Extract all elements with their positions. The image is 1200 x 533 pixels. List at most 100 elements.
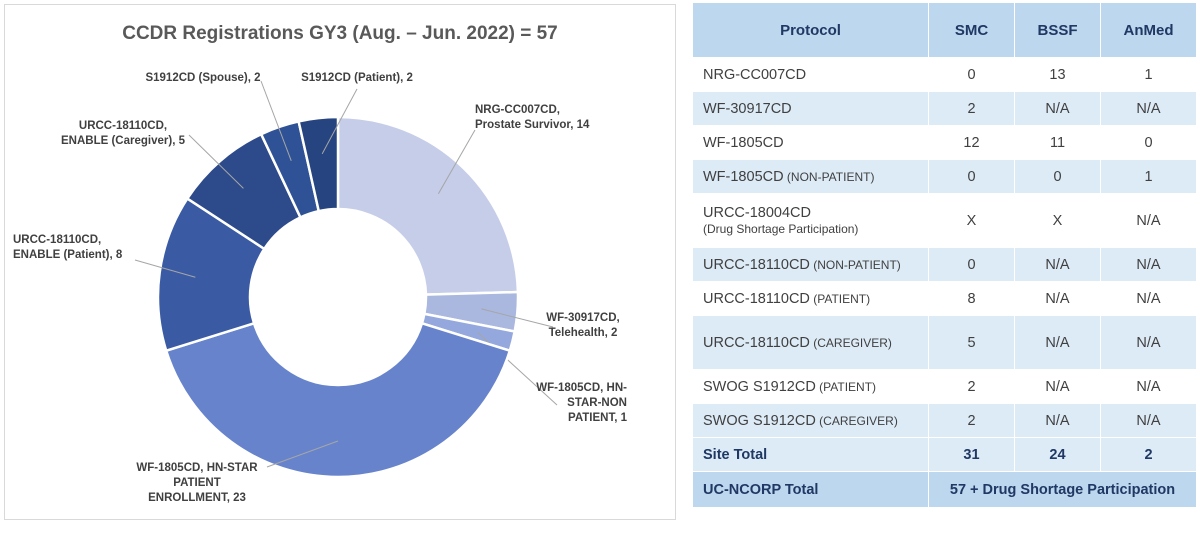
table-body: NRG-CC007CD 0 13 1 WF-30917CD 2 N/A N/A WF-1805C…: [692, 57, 1197, 508]
cell-anmed: N/A: [1100, 193, 1197, 248]
protocol-qualifier: (PATIENT): [815, 379, 877, 394]
cell-bssf: N/A: [1014, 281, 1101, 316]
protocol-name: WF-30917CD: [703, 100, 792, 117]
slice-data-label: WF-1805CD, HN- STAR-NON PATIENT, 1: [536, 382, 627, 424]
slice-label-line: Telehealth, 2: [549, 327, 618, 339]
slice-label-line: PATIENT: [173, 477, 221, 489]
donut-slice: [156, 196, 267, 353]
cell-anmed: 1: [1100, 57, 1197, 92]
cell-smc: 2: [928, 369, 1015, 404]
protocol-qualifier: (CAREGIVER): [815, 413, 898, 428]
slice-label-line: ENROLLMENT, 23: [148, 492, 246, 504]
header-smc: SMC: [928, 2, 1015, 58]
table-row: SWOG S1912CD (CAREGIVER) 2 N/A N/A: [692, 403, 1197, 438]
cell-protocol: SWOG S1912CD (PATIENT): [692, 369, 929, 404]
slice-label-line: PATIENT, 1: [568, 412, 628, 424]
site-total-anmed: 2: [1100, 437, 1197, 472]
slice-data-label: WF-30917CD, Telehealth, 2: [546, 312, 620, 339]
slice-label-line: NRG-CC007CD,: [475, 104, 560, 116]
cell-anmed: N/A: [1100, 403, 1197, 438]
cell-protocol: SWOG S1912CD (CAREGIVER): [692, 403, 929, 438]
cell-protocol: WF-30917CD: [692, 91, 929, 126]
table-row: URCC-18110CD (PATIENT) 8 N/A N/A: [692, 281, 1197, 316]
protocol-name: NRG-CC007CD: [703, 66, 807, 83]
cell-smc: 0: [928, 247, 1015, 282]
cell-smc: 5: [928, 315, 1015, 370]
table-row: WF-30917CD 2 N/A N/A: [692, 91, 1197, 126]
header-anmed: AnMed: [1100, 2, 1197, 58]
slice-data-label: S1912CD (Spouse), 2: [145, 72, 260, 84]
table-row: WF-1805CD (NON-PATIENT) 0 0 1: [692, 159, 1197, 194]
slice-label-line: URCC-18110CD,: [79, 120, 167, 132]
slice-label-line: STAR-NON: [567, 397, 627, 409]
registrations-table: Protocol SMC BSSF AnMed NRG-CC007CD 0 13 1 W…: [692, 2, 1197, 508]
slice-label-line: URCC-18110CD,: [13, 234, 101, 246]
cell-bssf: 13: [1014, 57, 1101, 92]
cell-bssf: N/A: [1014, 369, 1101, 404]
cell-protocol: WF-1805CD: [692, 125, 929, 160]
donut-slice: [164, 321, 512, 479]
protocol-name: URCC-18110CD: [703, 256, 810, 273]
table-row: SWOG S1912CD (PATIENT) 2 N/A N/A: [692, 369, 1197, 404]
cell-protocol: URCC-18110CD (NON-PATIENT): [692, 247, 929, 282]
chart-title: CCDR Registrations GY3 (Aug. – Jun. 2022…: [122, 23, 558, 44]
site-total-bssf: 24: [1014, 437, 1101, 472]
donut-slice: [297, 115, 340, 213]
protocol-name: WF-1805CD: [703, 168, 784, 185]
cell-anmed: N/A: [1100, 247, 1197, 282]
table-row: WF-1805CD 12 11 0: [692, 125, 1197, 160]
cell-protocol: URCC-18004CD (Drug Shortage Participation…: [692, 193, 929, 248]
registrations-table-wrap: Protocol SMC BSSF AnMed NRG-CC007CD 0 13 1 W…: [692, 2, 1197, 508]
cell-bssf: N/A: [1014, 247, 1101, 282]
cell-bssf: 0: [1014, 159, 1101, 194]
cell-protocol: URCC-18110CD (CAREGIVER): [692, 315, 929, 370]
slice-label-line: WF-30917CD,: [546, 312, 620, 324]
leader-line: [266, 440, 339, 468]
donut-slice: [336, 115, 520, 296]
slice-label-line: ENABLE (Caregiver), 5: [61, 135, 186, 147]
table-row: URCC-18110CD (NON-PATIENT) 0 N/A N/A: [692, 247, 1197, 282]
cell-protocol: URCC-18110CD (PATIENT): [692, 281, 929, 316]
slice-label-line: S1912CD (Patient), 2: [301, 72, 413, 84]
header-bssf: BSSF: [1014, 2, 1101, 58]
leader-line: [481, 308, 554, 328]
slice-data-label: URCC-18110CD, ENABLE (Caregiver), 5: [61, 120, 186, 147]
cell-bssf: N/A: [1014, 315, 1101, 370]
leader-line: [188, 134, 244, 189]
cell-bssf: N/A: [1014, 91, 1101, 126]
protocol-qualifier: (CAREGIVER): [809, 335, 892, 350]
leader-line: [437, 129, 476, 195]
cell-anmed: 0: [1100, 125, 1197, 160]
grand-total-label: UC-NCORP Total: [692, 471, 929, 508]
cell-bssf: 11: [1014, 125, 1101, 160]
site-total-row: Site Total 31 24 2: [692, 437, 1197, 472]
slice-label-line: S1912CD (Spouse), 2: [145, 72, 260, 84]
table-row: URCC-18004CD (Drug Shortage Participation…: [692, 193, 1197, 248]
table-row: URCC-18110CD (CAREGIVER) 5 N/A N/A: [692, 315, 1197, 370]
protocol-name: SWOG S1912CD: [703, 378, 816, 395]
site-total-label: Site Total: [692, 437, 929, 472]
cell-anmed: N/A: [1100, 315, 1197, 370]
donut-chart: NRG-CC007CD, Prostate Survivor, 14 WF-3091…: [13, 72, 628, 504]
slice-label-line: WF-1805CD, HN-STAR: [136, 462, 258, 474]
cell-smc: 12: [928, 125, 1015, 160]
protocol-qualifier: (NON-PATIENT): [809, 257, 901, 272]
table-header-row: Protocol SMC BSSF AnMed: [692, 2, 1197, 58]
protocol-qualifier: (NON-PATIENT): [783, 169, 875, 184]
site-total-smc: 31: [928, 437, 1015, 472]
cell-smc: 2: [928, 403, 1015, 438]
chart-panel: NRG-CC007CD, Prostate Survivor, 14 WF-3091…: [4, 4, 676, 520]
slice-data-label: WF-1805CD, HN-STAR PATIENT ENROLLMENT, 23: [136, 462, 258, 504]
table-row: NRG-CC007CD 0 13 1: [692, 57, 1197, 92]
cell-smc: 0: [928, 57, 1015, 92]
slice-label-line: Prostate Survivor, 14: [475, 119, 590, 131]
cell-protocol: NRG-CC007CD: [692, 57, 929, 92]
cell-anmed: N/A: [1100, 91, 1197, 126]
leader-line: [134, 259, 196, 278]
cell-smc: 8: [928, 281, 1015, 316]
header-protocol: Protocol: [692, 2, 929, 58]
slice-data-label: NRG-CC007CD, Prostate Survivor, 14: [475, 104, 590, 131]
cell-bssf: N/A: [1014, 403, 1101, 438]
cell-protocol: WF-1805CD (NON-PATIENT): [692, 159, 929, 194]
cell-anmed: N/A: [1100, 369, 1197, 404]
